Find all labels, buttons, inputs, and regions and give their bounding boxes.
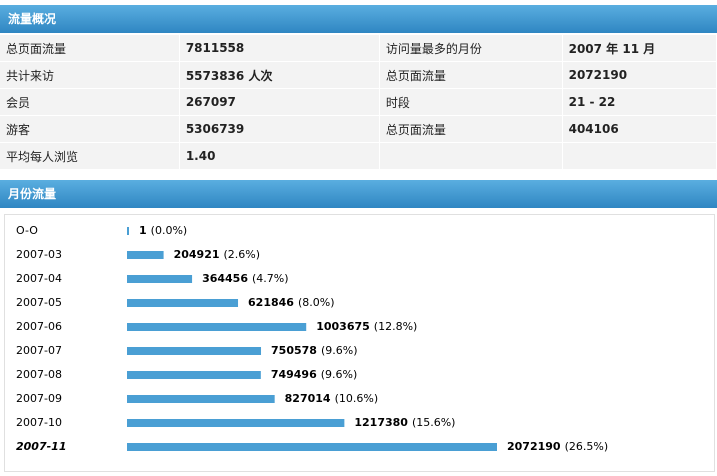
value-label: 204921 xyxy=(174,248,220,261)
percent-label: (9.6%) xyxy=(321,344,358,357)
table-row: 总页面流量 7811558 访问量最多的月份 2007 年 11 月 xyxy=(0,35,717,62)
value-label: 1 xyxy=(139,224,147,237)
cell-label: 共计来访 xyxy=(0,61,180,89)
table-row: 会员 267097 时段 21 - 22 xyxy=(0,88,717,116)
overview-table: 总页面流量 7811558 访问量最多的月份 2007 年 11 月共计来访 55738… xyxy=(0,35,717,170)
month-label: 2007-10 xyxy=(16,416,62,429)
section-header: 月份流量 xyxy=(0,180,717,208)
cell-label: 游客 xyxy=(0,115,180,143)
value-label: 1003675 xyxy=(316,320,370,333)
cell-value: 1.40 xyxy=(179,142,380,170)
cell-value: 5306739 xyxy=(179,115,380,143)
cell-value: 2007 年 11 月 xyxy=(562,35,717,62)
month-label: 2007-11 xyxy=(16,440,67,453)
percent-label: (10.6%) xyxy=(335,392,379,405)
month-label: 2007-04 xyxy=(16,272,62,285)
table-row: 平均每人浏览 1.40 xyxy=(0,142,717,170)
month-label: 2007-07 xyxy=(16,344,62,357)
percent-label: (8.0%) xyxy=(298,296,335,309)
bar xyxy=(127,371,261,379)
cell-label: 总页面流量 xyxy=(0,35,180,62)
value-label: 1217380 xyxy=(354,416,408,429)
month-label: 2007-03 xyxy=(16,248,62,261)
month-label: 2007-09 xyxy=(16,392,62,405)
cell-value: 2072190 xyxy=(562,61,717,89)
value-label: 2072190 xyxy=(507,440,561,453)
month-label: O-O xyxy=(16,224,38,237)
monthly-panel: O-O 1 (0.0%) 2007-03 204921 (2.6%) 2007-04 3644… xyxy=(4,214,715,472)
empty-cell xyxy=(562,142,717,170)
value-label: 827014 xyxy=(285,392,331,405)
bar xyxy=(127,275,193,283)
percent-label: (2.6%) xyxy=(224,248,261,261)
value-label: 621846 xyxy=(248,296,294,309)
bar xyxy=(127,347,262,355)
percent-label: (4.7%) xyxy=(252,272,289,285)
cell-label: 时段 xyxy=(379,88,563,116)
table-row: 游客 5306739 总页面流量 404106 xyxy=(0,115,717,143)
bar xyxy=(127,323,307,331)
cell-value: 21 - 22 xyxy=(562,88,717,116)
cell-label: 总页面流量 xyxy=(379,61,563,89)
value-label: 749496 xyxy=(271,368,317,381)
percent-label: (15.6%) xyxy=(412,416,456,429)
bar xyxy=(127,227,129,235)
percent-label: (12.8%) xyxy=(374,320,418,333)
cell-value: 267097 xyxy=(179,88,380,116)
bar xyxy=(127,251,164,259)
bar xyxy=(127,443,497,451)
section-header: 流量概况 xyxy=(0,5,717,33)
empty-cell xyxy=(379,142,563,170)
month-label: 2007-06 xyxy=(16,320,62,333)
monthly-chart: O-O 1 (0.0%) 2007-03 204921 (2.6%) 2007-04 3644… xyxy=(16,224,609,453)
cell-label: 总页面流量 xyxy=(379,115,563,143)
cell-value: 404106 xyxy=(562,115,717,143)
cell-label: 平均每人浏览 xyxy=(0,142,180,170)
value-label: 364456 xyxy=(202,272,248,285)
percent-label: (9.6%) xyxy=(321,368,358,381)
month-label: 2007-05 xyxy=(16,296,62,309)
table-row: 共计来访 5573836 人次 总页面流量 2072190 xyxy=(0,61,717,89)
month-label: 2007-08 xyxy=(16,368,62,381)
bar xyxy=(127,299,239,307)
cell-value: 5573836 人次 xyxy=(179,61,380,89)
cell-label: 会员 xyxy=(0,88,180,116)
percent-label: (0.0%) xyxy=(151,224,188,237)
bar xyxy=(127,419,345,427)
value-label: 750578 xyxy=(271,344,317,357)
percent-label: (26.5%) xyxy=(565,440,609,453)
cell-value: 7811558 xyxy=(179,35,380,62)
cell-label: 访问量最多的月份 xyxy=(379,35,563,62)
bar xyxy=(127,395,275,403)
